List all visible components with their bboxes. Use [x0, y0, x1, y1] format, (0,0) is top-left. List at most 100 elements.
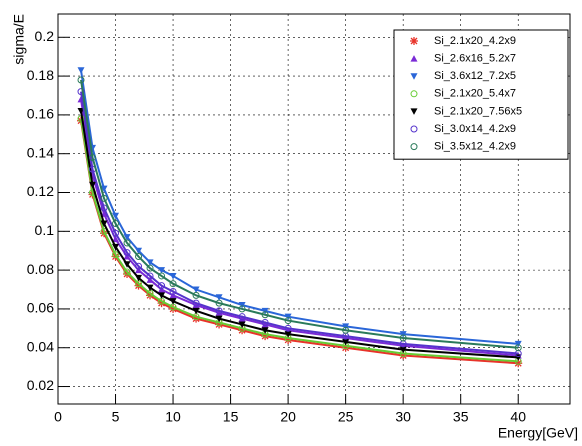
marker — [410, 108, 418, 115]
marker — [158, 292, 166, 299]
marker — [514, 344, 522, 352]
x-axis-label: Energy[GeV] — [498, 425, 578, 441]
marker — [123, 270, 132, 278]
y-tick-label: 0.08 — [27, 261, 54, 277]
marker — [238, 326, 247, 335]
marker — [112, 235, 120, 243]
marker — [134, 281, 143, 290]
marker — [146, 276, 154, 283]
marker — [89, 154, 97, 162]
fit-line — [80, 79, 519, 349]
x-tick-label: 25 — [338, 409, 354, 425]
y-tick-label: 0.16 — [27, 106, 54, 122]
marker — [77, 88, 85, 96]
marker — [112, 243, 120, 251]
marker — [399, 331, 407, 338]
marker — [100, 194, 108, 202]
marker — [341, 343, 350, 352]
marker — [146, 272, 154, 280]
marker — [169, 287, 177, 295]
marker — [514, 359, 523, 368]
x-tick-label: 5 — [112, 409, 120, 425]
marker — [215, 320, 224, 329]
marker — [238, 302, 246, 309]
marker — [192, 299, 200, 307]
marker — [410, 125, 418, 133]
marker — [169, 298, 177, 305]
marker — [77, 76, 85, 84]
marker — [261, 320, 269, 328]
marker — [123, 249, 131, 257]
marker — [410, 143, 418, 151]
y-tick-label: 0.1 — [35, 222, 55, 238]
marker — [169, 291, 177, 299]
marker — [399, 351, 408, 360]
marker — [215, 307, 223, 315]
marker — [111, 252, 120, 261]
x-tick-label: 40 — [510, 409, 526, 425]
marker — [123, 239, 131, 247]
marker — [100, 185, 108, 193]
marker — [158, 286, 166, 293]
marker — [410, 90, 418, 98]
x-tick-label: 10 — [165, 409, 181, 425]
marker — [146, 259, 154, 266]
marker — [123, 234, 131, 241]
legend-label: Si_2.1x20_4.2x9 — [434, 35, 516, 47]
marker — [238, 305, 246, 313]
marker — [192, 286, 200, 294]
y-axis-label: sigma/E — [11, 14, 27, 65]
x-tick-label: 20 — [280, 409, 296, 425]
x-tick-label: 30 — [395, 409, 411, 425]
y-tick-label: 0.18 — [27, 67, 54, 83]
marker — [284, 317, 292, 325]
marker — [284, 324, 292, 332]
marker — [192, 307, 200, 315]
marker — [261, 311, 269, 319]
x-tick-label: 0 — [54, 409, 62, 425]
marker — [77, 67, 85, 74]
marker — [238, 315, 246, 322]
marker — [410, 73, 418, 80]
plot-area — [77, 67, 523, 368]
marker — [215, 309, 223, 316]
marker — [514, 340, 522, 348]
legend-label: Si_2.6x16_5.2x7 — [434, 53, 516, 65]
marker — [135, 247, 143, 255]
marker — [238, 313, 246, 321]
legend-label: Si_3.6x12_7.2x5 — [434, 70, 516, 82]
marker — [169, 280, 177, 288]
marker — [146, 284, 154, 292]
marker — [342, 323, 350, 330]
marker — [112, 220, 120, 228]
marker — [342, 326, 350, 334]
marker — [123, 253, 131, 260]
marker — [89, 181, 97, 189]
marker — [158, 272, 166, 280]
marker — [342, 338, 350, 346]
legend-label: Si_2.1x20_5.4x7 — [434, 88, 516, 100]
marker — [238, 321, 246, 328]
marker — [215, 294, 223, 301]
legend-label: Si_3.5x12_4.2x9 — [434, 141, 516, 153]
marker — [123, 261, 131, 268]
marker — [192, 314, 201, 323]
marker — [261, 327, 269, 334]
marker — [169, 272, 177, 280]
fit-line — [80, 91, 519, 355]
marker — [192, 301, 200, 309]
legend-box — [393, 29, 569, 160]
marker — [100, 204, 108, 212]
marker — [284, 331, 292, 338]
marker — [399, 346, 407, 354]
legend: Si_2.1x20_4.2x9 Si_2.6x16_5.2x7 Si_3.6x12_… — [393, 29, 569, 160]
legend-label: Si_2.1x20_7.56x5 — [434, 105, 522, 117]
marker — [135, 274, 143, 282]
marker — [112, 229, 120, 237]
marker — [192, 291, 200, 299]
x-tick-label: 15 — [223, 409, 239, 425]
marker — [123, 268, 131, 276]
marker — [410, 37, 418, 45]
